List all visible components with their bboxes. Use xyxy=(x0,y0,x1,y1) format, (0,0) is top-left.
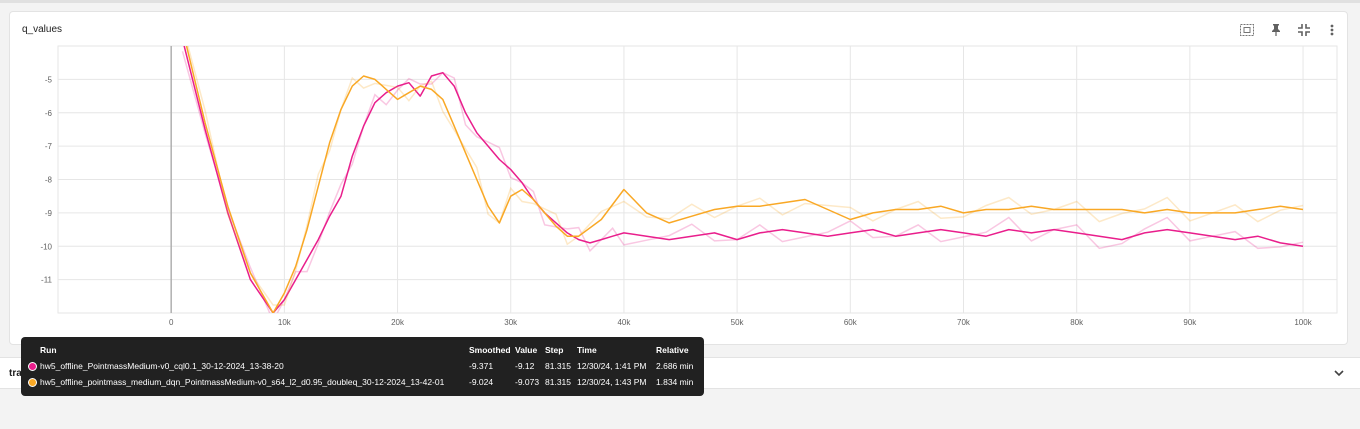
run-relative: 2.686 min xyxy=(656,361,694,371)
run-time: 12/30/24, 1:43 PM xyxy=(577,377,647,387)
q-values-chart[interactable]: -11 -10 -9 -8 -7 -6 -5 0 10k 20k 30k 40k 50k 60k 70k 80… xyxy=(10,12,1347,344)
second-card-title: tra xyxy=(9,368,22,379)
q-values-card: q_values -11 -10 -9 -8 -7 -6 -5 0 10k 20k 30k 40k 50… xyxy=(9,11,1348,345)
x-tick-label: 80k xyxy=(1070,318,1084,327)
run-name: hw5_offline_pointmass_medium_dqn_Pointma… xyxy=(40,377,445,387)
header-value: Value xyxy=(515,345,538,355)
x-tick-label: 0 xyxy=(169,318,174,327)
tooltip-header-row: Run Smoothed Value Step Time Relative xyxy=(21,345,704,357)
y-tick-label: -9 xyxy=(45,209,53,218)
y-tick-label: -8 xyxy=(45,176,53,185)
header-relative: Relative xyxy=(656,345,689,355)
tooltip-row: hw5_offline_pointmass_medium_dqn_Pointma… xyxy=(21,377,704,389)
pin-icon[interactable] xyxy=(1268,22,1284,38)
x-tick-label: 10k xyxy=(278,318,292,327)
collapse-icon[interactable] xyxy=(1296,22,1312,38)
run-name: hw5_offline_PointmassMedium-v0_cql0.1_30… xyxy=(40,361,284,371)
run-value: -9.12 xyxy=(515,361,535,371)
series-raw-line xyxy=(187,46,1304,306)
x-tick-label: 40k xyxy=(617,318,631,327)
run-smoothed: -9.371 xyxy=(469,361,494,371)
run-color-swatch xyxy=(28,378,37,387)
run-step: 81.315 xyxy=(545,361,571,371)
run-smoothed: -9.024 xyxy=(469,377,494,387)
run-relative: 1.834 min xyxy=(656,377,694,387)
series-line xyxy=(185,46,1304,313)
run-time: 12/30/24, 1:41 PM xyxy=(577,361,647,371)
run-step: 81.315 xyxy=(545,377,571,387)
header-smoothed: Smoothed xyxy=(469,345,511,355)
chevron-down-icon[interactable] xyxy=(1332,366,1346,380)
x-tick-label: 50k xyxy=(731,318,745,327)
header-run: Run xyxy=(40,345,57,355)
y-tick-label: -7 xyxy=(45,142,53,151)
top-divider xyxy=(0,0,1360,3)
x-tick-label: 60k xyxy=(844,318,858,327)
fit-to-data-icon[interactable] xyxy=(1239,22,1255,38)
x-tick-label: 90k xyxy=(1183,318,1197,327)
series-raw-line xyxy=(181,51,1304,313)
run-value: -9.073 xyxy=(515,377,540,387)
run-tooltip: Run Smoothed Value Step Time Relative hw… xyxy=(21,337,704,396)
series-line xyxy=(183,46,1304,313)
y-tick-label: -6 xyxy=(45,109,53,118)
y-tick-label: -11 xyxy=(41,276,53,285)
y-tick-label: -10 xyxy=(40,242,52,251)
more-vert-icon[interactable] xyxy=(1324,22,1340,38)
x-tick-label: 30k xyxy=(504,318,518,327)
x-tick-label: 20k xyxy=(391,318,405,327)
card-title: q_values xyxy=(22,24,63,35)
run-color-swatch xyxy=(28,362,37,371)
tooltip-row: hw5_offline_PointmassMedium-v0_cql0.1_30… xyxy=(21,361,704,373)
x-tick-label: 100k xyxy=(1294,318,1312,327)
header-step: Step xyxy=(545,345,564,355)
y-tick-label: -5 xyxy=(45,75,53,84)
header-time: Time xyxy=(577,345,597,355)
x-tick-label: 70k xyxy=(957,318,971,327)
